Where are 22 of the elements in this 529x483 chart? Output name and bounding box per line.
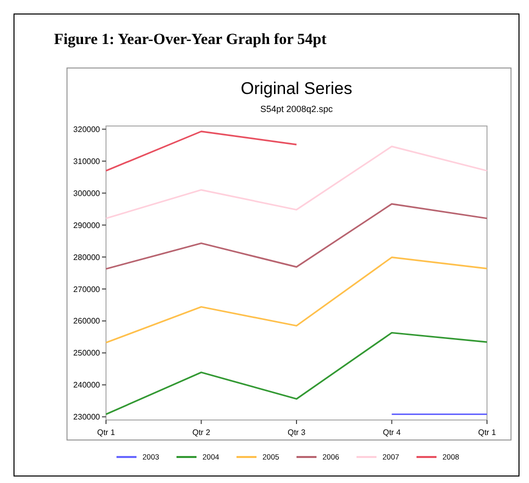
y-tick-label: 280000 (73, 252, 101, 262)
x-tick-label: Qtr 3 (288, 428, 306, 437)
y-tick-label: 250000 (73, 348, 101, 358)
chart-title: Original Series (240, 79, 352, 98)
line-series (105, 256, 488, 344)
y-tick-label: 320000 (73, 124, 101, 134)
x-tick-label: Qtr 4 (382, 428, 402, 437)
y-tick-label: 290000 (73, 220, 101, 230)
caption: Figure 1: Year-Over-Year Graph for 54pt (54, 31, 328, 48)
line-series (105, 146, 488, 220)
x-tick-label: Qtr 2 (192, 428, 211, 437)
y-tick-label: 230000 (73, 412, 101, 422)
y-tick-label: 240000 (73, 380, 101, 390)
line-series (105, 203, 488, 270)
y-tick-label: 270000 (73, 284, 101, 294)
x-tick-label: Qtr 1 (97, 428, 116, 437)
line-series (105, 332, 488, 416)
x-tick-label: Qtr 1 (478, 428, 496, 437)
y-tick-label: 300000 (73, 188, 101, 198)
chart-subtitle: S54pt 2008q2.spc (260, 104, 334, 114)
y-tick-label: 260000 (73, 316, 101, 326)
y-tick-label: 310000 (73, 156, 101, 166)
